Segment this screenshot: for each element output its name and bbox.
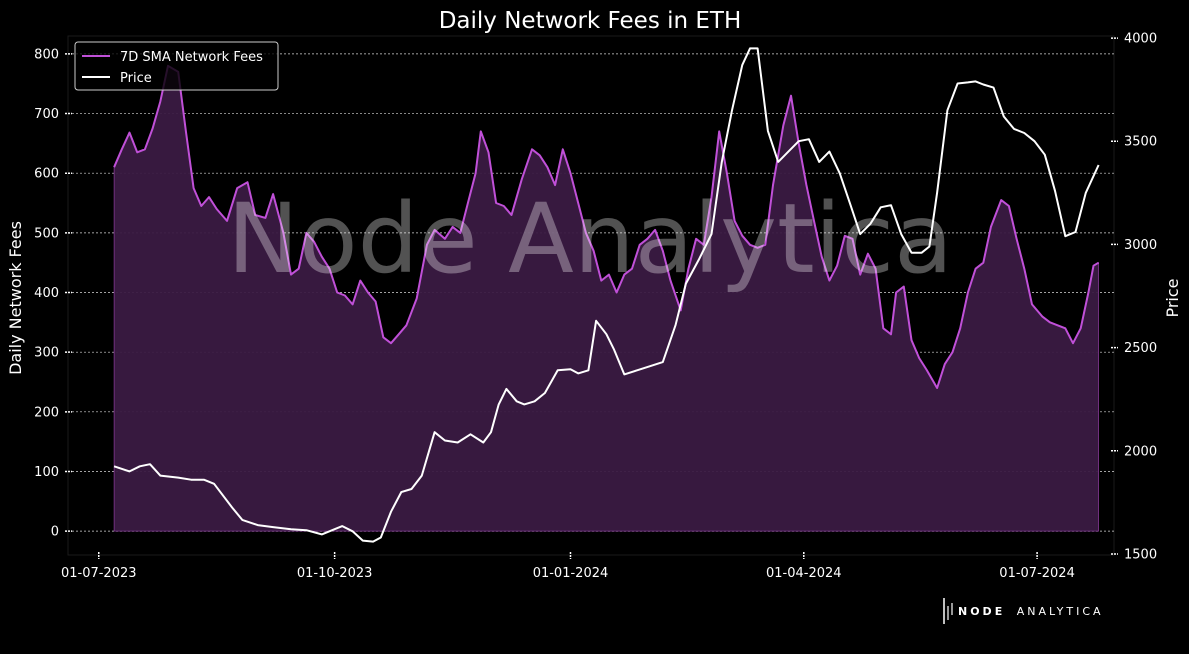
plot-area: 0 100 200 300 400 500 600 700 800 1500 2000 2500 300… [34,32,1157,581]
x-tick-label: 01-10-2023 [297,566,373,581]
logo-bars-icon [943,598,953,624]
logo-brand-light: ANALYTICA [1017,605,1104,618]
y-axis-label: Daily Network Fees [6,221,25,375]
x-tick-label: 01-01-2024 [533,566,609,581]
y2-tick-label: 1500 [1124,547,1157,562]
svg-text:NODE ANALYTICA: NODE ANALYTICA [958,605,1104,618]
x-tick-label: 01-07-2024 [999,566,1075,581]
x-tick-label: 01-04-2024 [766,566,842,581]
y2-tick-label: 2500 [1124,341,1157,356]
legend-fees-label: 7D SMA Network Fees [120,50,263,65]
legend-box [74,41,279,91]
y-tick-label: 800 [34,47,59,62]
node-analytica-logo: NODE ANALYTICA [943,598,1104,624]
y-tick-label: 200 [34,405,59,420]
y-tick-label: 400 [34,286,59,301]
y2-tick-label: 3000 [1124,238,1157,253]
chart-title: Daily Network Fees in ETH [439,8,742,34]
watermark-text: Node Analytica [227,183,953,295]
y-tick-label: 700 [34,107,59,122]
legend: 7D SMA Network Fees Price [74,41,279,91]
fees-line [113,64,1100,389]
y2-tick-label: 3500 [1124,135,1157,150]
y2-axis-label: Price [1163,278,1182,317]
y-tick-label: 0 [51,525,59,540]
y2-tick-label: 4000 [1124,32,1157,47]
y-tick-label: 100 [34,465,59,480]
x-tick-label: 01-07-2023 [61,566,137,581]
legend-price-label: Price [120,71,152,86]
y2-tick-label: 2000 [1124,444,1157,459]
price-line [113,47,1100,543]
y-tick-label: 600 [34,167,59,182]
plot-frame [67,35,1115,556]
y-tick-label: 500 [34,226,59,241]
y-tick-label: 300 [34,346,59,361]
logo-brand-bold: NODE [958,605,1005,618]
